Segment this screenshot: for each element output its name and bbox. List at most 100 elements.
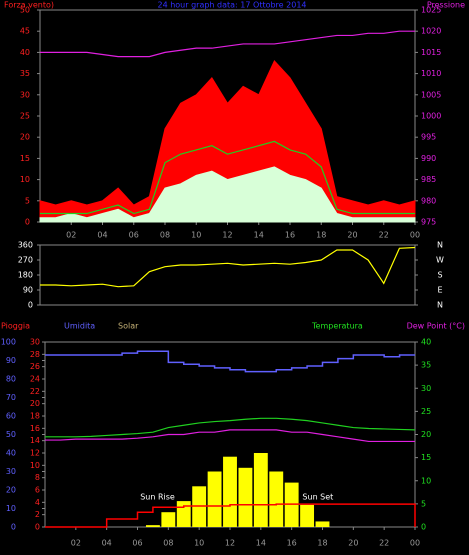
y-tick-label: 50 (20, 6, 30, 15)
y-tick-label: 14 (30, 436, 40, 445)
x-tick-label: 02 (71, 539, 81, 548)
chart-title: 24 hour graph data: 17 Ottobre 2014 (157, 1, 306, 10)
y-tick-label: 12 (30, 449, 40, 458)
y-tick-label: 980 (421, 196, 436, 205)
x-tick-label: 06 (129, 231, 139, 240)
y-tick-label: 10 (30, 461, 40, 470)
y-tick-label: 0 (11, 523, 16, 532)
y-tick-label: 15 (20, 154, 30, 163)
x-tick-label: 16 (285, 231, 295, 240)
y-tick-label: 30 (20, 90, 30, 99)
y-tick-label: 20 (6, 486, 16, 495)
axis-label: Dew Point (°C) (407, 322, 465, 331)
y-tick-label: 40 (6, 449, 16, 458)
y-tick-label: 4 (35, 498, 40, 507)
y-tick-label: W (436, 256, 444, 265)
solar-bar (207, 471, 222, 527)
axis-label: Pressione (427, 1, 465, 10)
y-tick-label: 1025 (421, 6, 441, 15)
y-tick-label: 0 (28, 301, 33, 310)
x-tick-label: 04 (102, 539, 112, 548)
series-line (45, 417, 416, 438)
series-step (45, 350, 415, 373)
y-tick-label: 80 (6, 375, 16, 384)
solar-bar (161, 512, 176, 527)
y-tick-label: 990 (421, 154, 436, 163)
y-tick-label: 995 (421, 133, 436, 142)
series-line (40, 30, 415, 58)
y-tick-label: 20 (20, 133, 30, 142)
annotation: Sun Set (302, 493, 333, 502)
y-tick-label: 20 (30, 399, 40, 408)
x-tick-label: 08 (160, 231, 170, 240)
series-line (45, 429, 415, 443)
x-tick-label: 22 (379, 231, 389, 240)
y-tick-label: 22 (30, 387, 40, 396)
y-tick-label: 1010 (421, 69, 441, 78)
axis-label: Forza vento) (4, 1, 54, 10)
x-tick-label: 10 (194, 539, 204, 548)
solar-bar (300, 504, 315, 527)
y-tick-label: 8 (35, 473, 40, 482)
y-tick-label: 1000 (421, 112, 441, 121)
y-tick-label: 25 (20, 112, 30, 121)
y-tick-label: 270 (18, 256, 33, 265)
y-tick-label: 975 (421, 218, 436, 227)
series-line (40, 140, 415, 215)
y-tick-label: 10 (421, 476, 431, 485)
annotation: Sun Rise (140, 493, 175, 502)
solar-bar (253, 453, 268, 527)
series-area (39, 59, 416, 223)
y-tick-label: 35 (20, 69, 30, 78)
axis-label: Temperatura (311, 322, 363, 331)
y-tick-label: 100 (1, 338, 16, 347)
y-tick-label: 40 (421, 338, 431, 347)
x-tick-label: 02 (66, 231, 76, 240)
y-tick-label: 360 (18, 241, 33, 250)
x-tick-label: 20 (348, 539, 358, 548)
x-tick-label: 00 (410, 231, 420, 240)
x-tick-label: 04 (97, 231, 107, 240)
y-tick-label: 25 (421, 407, 431, 416)
x-tick-label: 16 (287, 539, 297, 548)
y-tick-label: 20 (421, 430, 431, 439)
x-tick-label: 08 (163, 539, 173, 548)
y-tick-label: 50 (6, 430, 16, 439)
x-tick-label: 12 (222, 231, 232, 240)
x-tick-label: 12 (225, 539, 235, 548)
y-tick-label: 35 (421, 361, 431, 370)
y-tick-label: 16 (30, 424, 40, 433)
solar-bar (238, 467, 253, 527)
y-tick-label: 180 (18, 271, 33, 280)
solar-bar (269, 471, 284, 527)
y-tick-label: 10 (20, 175, 30, 184)
axis-label: Umidita (64, 322, 95, 331)
y-tick-label: 6 (35, 486, 40, 495)
y-tick-label: 60 (6, 412, 16, 421)
y-tick-label: 1020 (421, 27, 441, 36)
x-tick-label: 14 (254, 231, 264, 240)
x-tick-label: 10 (191, 231, 201, 240)
y-tick-label: 28 (30, 350, 40, 359)
y-tick-label: 0 (25, 218, 30, 227)
x-tick-label: 22 (379, 539, 389, 548)
y-tick-label: 45 (20, 27, 30, 36)
y-tick-label: 1015 (421, 48, 441, 57)
x-tick-label: 14 (256, 539, 266, 548)
axis-label: Pioggia (1, 322, 30, 331)
x-tick-label: 06 (132, 539, 142, 548)
x-tick-label: 00 (410, 539, 420, 548)
y-tick-label: N (437, 301, 443, 310)
y-tick-label: 26 (30, 362, 40, 371)
y-tick-label: 0 (35, 523, 40, 532)
y-tick-label: 30 (421, 384, 431, 393)
y-tick-label: 15 (421, 453, 431, 462)
y-tick-label: 90 (6, 356, 16, 365)
series-line (40, 246, 416, 288)
axis-label: Solar (118, 322, 139, 331)
y-tick-label: 70 (6, 393, 16, 402)
x-tick-label: 18 (316, 231, 326, 240)
y-tick-label: 40 (20, 48, 30, 57)
x-tick-label: 18 (317, 539, 327, 548)
y-tick-label: E (437, 286, 442, 295)
